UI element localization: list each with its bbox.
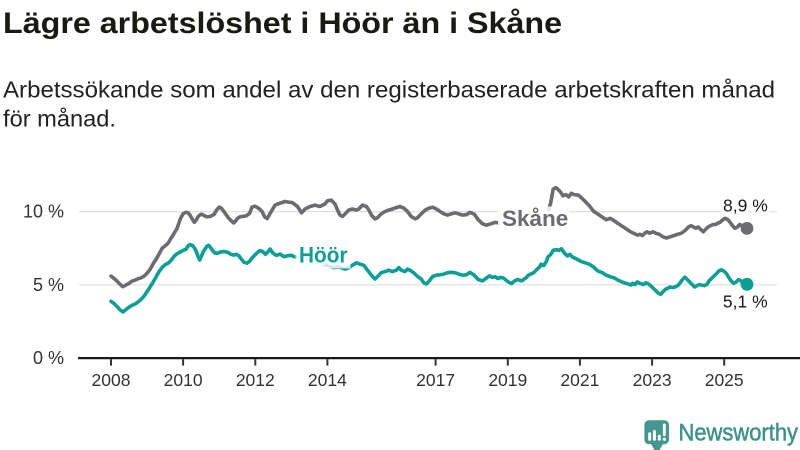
svg-text:Skåne: Skåne <box>502 206 568 231</box>
svg-text:8,9 %: 8,9 % <box>723 195 768 215</box>
svg-text:Arbetssökande som andel av den: Arbetssökande som andel av den registerb… <box>3 76 775 102</box>
svg-text:Newsworthy: Newsworthy <box>679 420 799 447</box>
svg-text:2012: 2012 <box>236 370 275 390</box>
svg-text:10 %: 10 % <box>23 202 64 222</box>
svg-text:2010: 2010 <box>164 370 203 390</box>
svg-text:0 %: 0 % <box>33 348 64 368</box>
svg-text:2014: 2014 <box>308 370 347 390</box>
svg-text:2019: 2019 <box>488 370 527 390</box>
svg-text:2008: 2008 <box>92 370 131 390</box>
svg-text:2023: 2023 <box>633 370 672 390</box>
svg-text:för månad.: för månad. <box>3 106 116 132</box>
svg-text:Lägre arbetslöshet i Höör än i: Lägre arbetslöshet i Höör än i Skåne <box>3 7 562 40</box>
svg-text:2021: 2021 <box>560 370 599 390</box>
svg-text:2017: 2017 <box>416 370 455 390</box>
svg-text:5 %: 5 % <box>33 275 64 295</box>
svg-text:Höör: Höör <box>299 243 348 268</box>
svg-text:5,1 %: 5,1 % <box>723 292 768 312</box>
svg-text:2025: 2025 <box>705 370 744 390</box>
